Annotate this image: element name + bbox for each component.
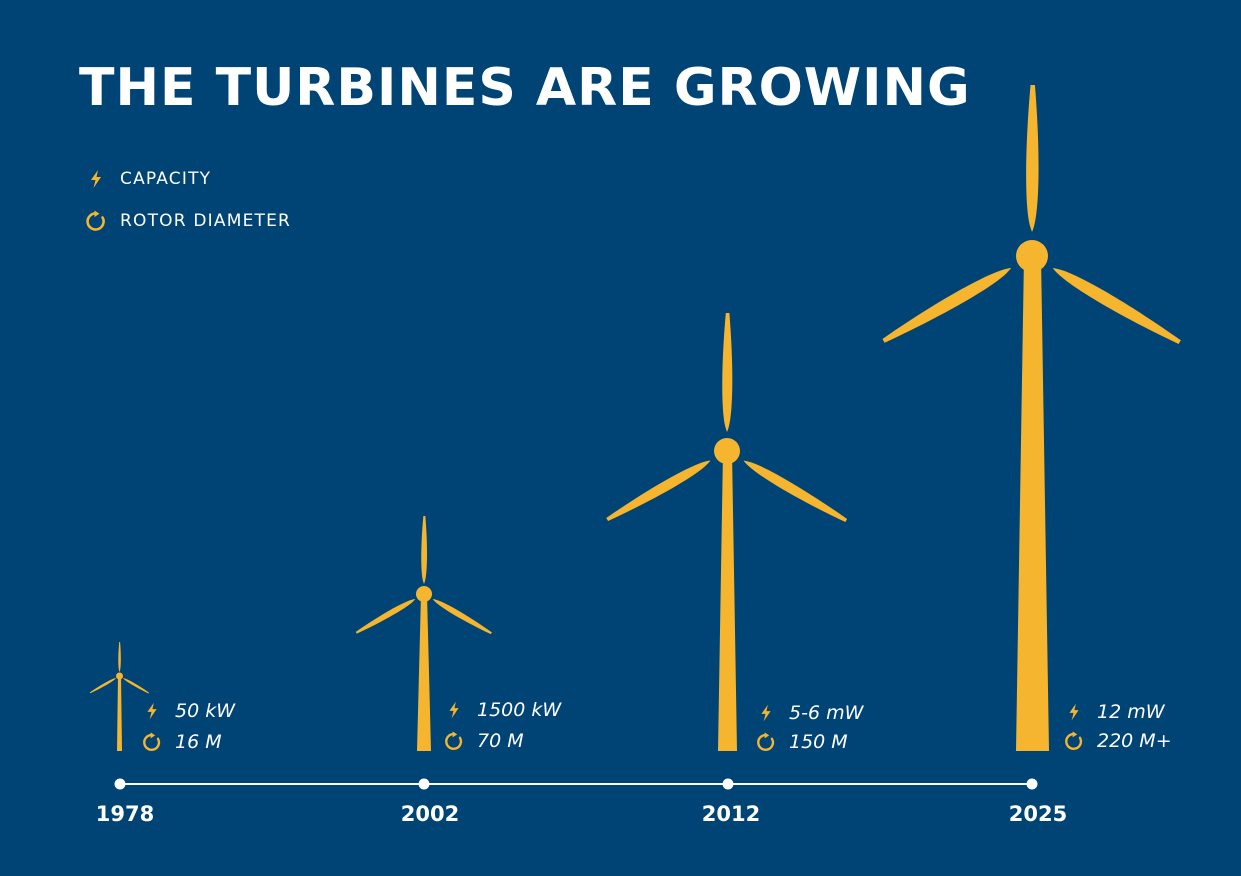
turbine-tower [117,676,122,751]
year-label-1978: 1978 [95,802,155,826]
rotate-icon [445,731,463,750]
capacity-1978: 50 kW [141,699,235,723]
year-label-2002: 2002 [400,802,460,826]
capacity-value: 5-6 mW [789,702,864,724]
timeline-dot [722,778,734,790]
rotate-icon [1065,731,1083,750]
timeline-dot [1026,778,1038,790]
turbine-tower [1016,256,1049,751]
rotor-diameter-value: 16 M [175,731,222,753]
rotor-diameter-2002: 70 M [443,729,524,753]
turbine-rotor [880,85,1184,348]
year-label-2012: 2012 [701,802,761,826]
rotor-diameter-2025: 220 M+ [1063,729,1172,753]
page-title: THE TURBINES ARE GROWING [79,58,971,118]
turbine-2012 [604,313,849,751]
lightning-icon [761,704,771,722]
lightning-icon [1069,703,1079,721]
legend-capacity: CAPACITY [84,167,211,191]
capacity-value: 12 mW [1097,701,1165,723]
capacity-2012: 5-6 mW [755,701,863,725]
capacity-2002: 1500 kW [443,698,561,722]
lightning-icon [449,701,459,719]
rotor-diameter-2012: 150 M [755,730,848,754]
legend-label-capacity: CAPACITY [120,169,212,189]
capacity-2025: 12 mW [1063,700,1165,724]
rotor-diameter-value: 220 M+ [1097,730,1172,752]
rotor-diameter-value: 70 M [477,730,524,752]
timeline [114,778,1038,790]
rotor-diameter-value: 150 M [789,731,848,753]
turbine-tower [718,451,737,751]
turbine-rotor [604,313,849,525]
capacity-value: 50 kW [175,700,236,722]
turbine-1978 [89,642,150,751]
lightning-icon [91,170,101,188]
turbine-2002 [354,516,493,751]
legend-label-rotor-diameter: ROTOR DIAMETER [120,211,292,231]
legend-rotor-diameter: ROTOR DIAMETER [84,209,291,233]
timeline-dot [114,778,126,790]
capacity-value: 1500 kW [477,699,562,721]
turbine-rotor [354,516,493,636]
turbine-2025 [880,85,1184,751]
rotor-diameter-1978: 16 M [141,730,222,754]
lightning-icon [147,702,157,720]
rotate-icon [757,732,775,751]
turbine-tower [417,594,431,751]
year-label-2025: 2025 [1008,802,1068,826]
turbine-rotor [89,642,150,695]
rotate-icon [143,732,161,751]
rotate-icon [86,210,105,231]
timeline-dot [418,778,430,790]
